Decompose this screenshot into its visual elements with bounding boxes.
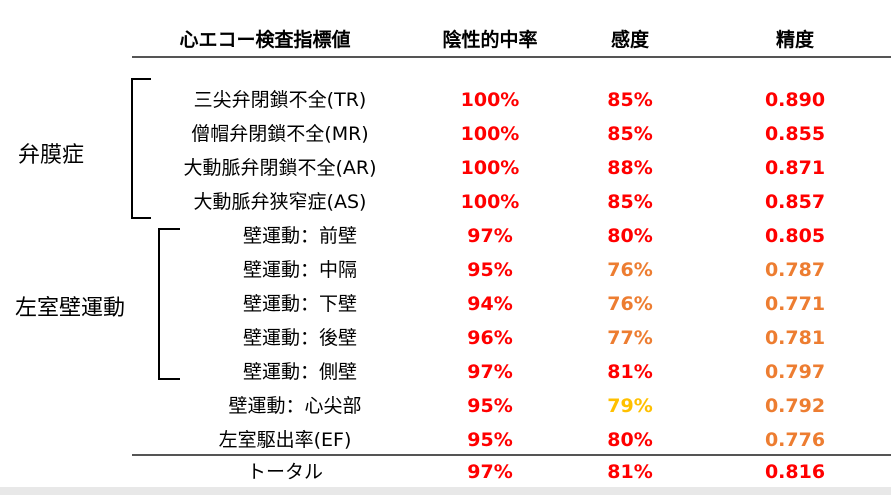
row-label: 壁運動：中隔 [242,259,357,281]
row-label: 僧帽弁閉鎖不全(MR) [191,123,369,145]
row-label: 大動脈弁狭窄症(AS) [193,191,367,213]
row-accuracy-value: 0.871 [764,157,826,179]
row-npv-value: 95% [467,429,513,451]
header-npv: 陰性的中率 [442,29,538,51]
group-label-wall-motion: 左室壁運動 [15,296,126,321]
row-accuracy-value: 0.855 [764,123,826,145]
row-label: 壁運動：前壁 [242,225,357,247]
header-indicator: 心エコー検査指標値 [179,29,351,51]
group-label-valve: 弁膜症 [18,143,85,168]
row-npv-value: 95% [467,259,513,281]
row-sensitivity-value: 76% [607,259,653,281]
total-label: トータル [246,461,323,483]
row-sensitivity-value: 85% [607,89,653,111]
row-accuracy-value: 0.771 [764,293,826,315]
row-npv-value: 100% [460,89,520,111]
row-accuracy-value: 0.781 [764,327,826,349]
row-npv-value: 100% [460,123,520,145]
row-label: 壁運動：側壁 [242,361,357,383]
row-npv-value: 96% [467,327,513,349]
bottom-band [0,487,891,495]
row-label: 壁運動：下壁 [242,293,357,315]
wall-motion-bracket [158,228,180,380]
header-divider [132,56,891,58]
header-sensitivity: 感度 [610,29,649,51]
row-sensitivity-value: 76% [607,293,653,315]
total-accuracy: 0.816 [764,461,826,483]
row-sensitivity-value: 85% [607,191,653,213]
row-npv-value: 100% [460,157,520,179]
row-accuracy-value: 0.890 [764,89,826,111]
row-label: 壁運動：心尖部 [228,395,362,417]
row-npv-value: 97% [467,361,513,383]
header-accuracy: 精度 [775,29,814,51]
row-sensitivity-value: 80% [607,225,653,247]
row-sensitivity-value: 85% [607,123,653,145]
total-divider [132,454,891,456]
row-sensitivity-value: 81% [607,361,653,383]
row-sensitivity-value: 80% [607,429,653,451]
row-npv-value: 100% [460,191,520,213]
row-accuracy-value: 0.787 [764,259,826,281]
total-npv: 97% [467,461,513,483]
row-sensitivity-value: 77% [607,327,653,349]
row-accuracy-value: 0.797 [764,361,826,383]
row-accuracy-value: 0.805 [764,225,826,247]
row-accuracy-value: 0.776 [764,429,826,451]
row-npv-value: 97% [467,225,513,247]
row-sensitivity-value: 88% [607,157,653,179]
row-sensitivity-value: 79% [607,395,653,417]
row-accuracy-value: 0.792 [764,395,826,417]
row-accuracy-value: 0.857 [764,191,826,213]
row-npv-value: 95% [467,395,513,417]
row-label: 大動脈弁閉鎖不全(AR) [183,157,377,179]
row-label: 左室駆出率(EF) [218,429,352,451]
row-label: 壁運動：後壁 [242,327,357,349]
row-npv-value: 94% [467,293,513,315]
total-sensitivity: 81% [607,461,653,483]
valve-bracket [131,78,151,219]
row-label: 三尖弁閉鎖不全(TR) [193,89,367,111]
